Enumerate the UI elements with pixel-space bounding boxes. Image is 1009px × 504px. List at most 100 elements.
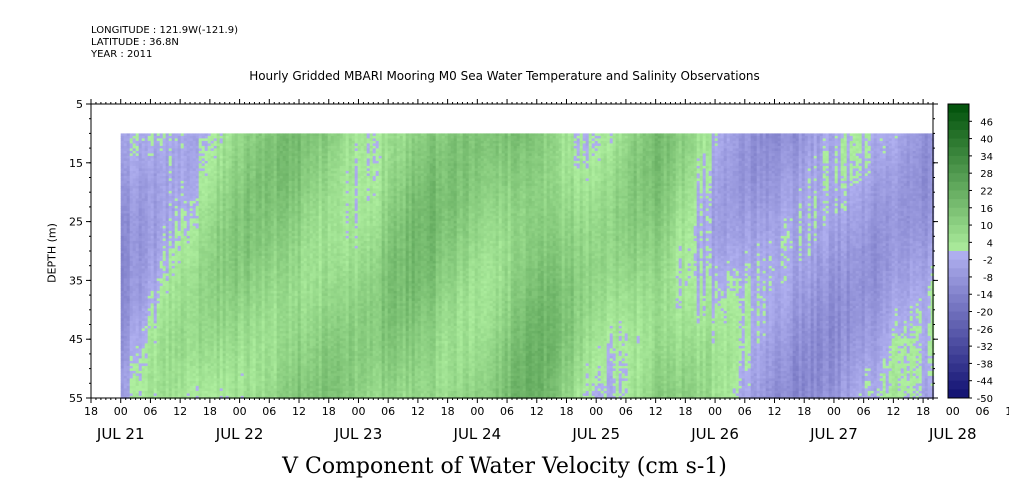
- heatmap-cell: [244, 168, 247, 171]
- heatmap-cell: [253, 161, 256, 164]
- heatmap-cell: [244, 268, 247, 271]
- heatmap-cell: [121, 386, 124, 389]
- heatmap-cell: [169, 288, 172, 291]
- heatmap-cell: [202, 288, 205, 291]
- heatmap-cell: [163, 151, 166, 154]
- heatmap-cell: [244, 163, 247, 166]
- heatmap-cell: [250, 321, 253, 324]
- heatmap-cell: [184, 248, 187, 251]
- heatmap-cell: [184, 296, 187, 299]
- heatmap-cell: [244, 171, 247, 174]
- heatmap-cell: [187, 278, 190, 281]
- heatmap-cell: [157, 248, 160, 251]
- heatmap-cell: [151, 341, 154, 344]
- heatmap-cell: [262, 161, 265, 164]
- heatmap-cell: [247, 211, 250, 214]
- heatmap-cell: [256, 366, 259, 369]
- heatmap-cell: [157, 356, 160, 359]
- heatmap-cell: [196, 268, 199, 271]
- heatmap-cell: [157, 136, 160, 139]
- heatmap-cell: [190, 391, 193, 394]
- heatmap-cell: [157, 336, 160, 339]
- heatmap-cell: [247, 168, 250, 171]
- heatmap-cell: [223, 326, 226, 329]
- heatmap-cell: [202, 176, 205, 179]
- heatmap-cell: [169, 313, 172, 316]
- heatmap-cell: [214, 318, 217, 321]
- heatmap-cell: [187, 298, 190, 301]
- heatmap-cell: [256, 373, 259, 376]
- heatmap-cell: [127, 291, 130, 294]
- heatmap-cell: [136, 266, 139, 269]
- heatmap-cell: [193, 223, 196, 226]
- heatmap-cell: [169, 291, 172, 294]
- heatmap-cell: [259, 196, 262, 199]
- heatmap-cell: [124, 321, 127, 324]
- heatmap-cell: [244, 226, 247, 229]
- heatmap-cell: [181, 191, 184, 194]
- heatmap-cell: [187, 238, 190, 241]
- heatmap-cell: [199, 261, 202, 264]
- heatmap-cell: [244, 296, 247, 299]
- heatmap-cell: [205, 331, 208, 334]
- heatmap-cell: [223, 256, 226, 259]
- heatmap-cell: [178, 231, 181, 234]
- heatmap-cell: [163, 208, 166, 211]
- heatmap-cell: [214, 281, 217, 284]
- heatmap-cell: [142, 313, 145, 316]
- heatmap-cell: [226, 308, 229, 311]
- heatmap-cell: [253, 158, 256, 161]
- heatmap-cell: [136, 303, 139, 306]
- heatmap-cell: [241, 148, 244, 151]
- heatmap-cell: [160, 281, 163, 284]
- heatmap-cell: [175, 243, 178, 246]
- heatmap-cell: [163, 318, 166, 321]
- heatmap-cell: [205, 313, 208, 316]
- heatmap-cell: [223, 328, 226, 331]
- heatmap-cell: [130, 156, 133, 159]
- heatmap-cell: [130, 336, 133, 339]
- heatmap-cell: [247, 186, 250, 189]
- heatmap-cell: [235, 156, 238, 159]
- heatmap-cell: [166, 368, 169, 371]
- heatmap-cell: [139, 191, 142, 194]
- heatmap-cell: [148, 393, 151, 396]
- heatmap-cell: [226, 196, 229, 199]
- heatmap-cell: [127, 211, 130, 214]
- heatmap-cell: [169, 386, 172, 389]
- heatmap-cell: [175, 186, 178, 189]
- heatmap-cell: [157, 258, 160, 261]
- heatmap-cell: [136, 331, 139, 334]
- heatmap-cell: [181, 346, 184, 349]
- heatmap-cell: [148, 278, 151, 281]
- heatmap-cell: [145, 351, 148, 354]
- heatmap-cell: [205, 358, 208, 361]
- heatmap-cell: [226, 168, 229, 171]
- heatmap-cell: [208, 173, 211, 176]
- heatmap-cell: [244, 146, 247, 149]
- heatmap-cell: [223, 266, 226, 269]
- heatmap-cell: [187, 331, 190, 334]
- heatmap-cell: [247, 198, 250, 201]
- heatmap-cell: [202, 303, 205, 306]
- heatmap-cell: [244, 281, 247, 284]
- heatmap-cell: [238, 381, 241, 384]
- heatmap-cell: [229, 383, 232, 386]
- heatmap-cell: [133, 148, 136, 151]
- heatmap-cell: [199, 333, 202, 336]
- heatmap-cell: [259, 181, 262, 184]
- heatmap-cell: [121, 326, 124, 329]
- heatmap-cell: [196, 193, 199, 196]
- heatmap-cell: [151, 236, 154, 239]
- heatmap-cell: [184, 286, 187, 289]
- heatmap-cell: [151, 293, 154, 296]
- heatmap-cell: [163, 281, 166, 284]
- heatmap-cell: [223, 388, 226, 391]
- heatmap-cell: [205, 376, 208, 379]
- heatmap-cell: [259, 191, 262, 194]
- heatmap-cell: [229, 146, 232, 149]
- heatmap-cell: [124, 356, 127, 359]
- heatmap-cell: [238, 138, 241, 141]
- heatmap-cell: [196, 178, 199, 181]
- heatmap-cell: [223, 176, 226, 179]
